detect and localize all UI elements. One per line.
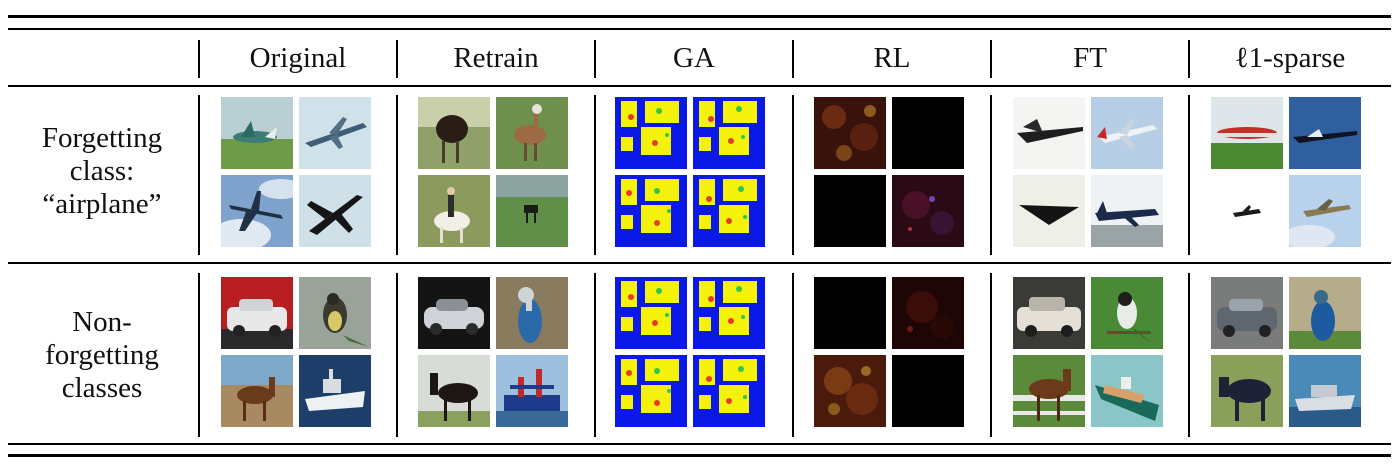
image-airplane-silhouette [299,175,371,247]
image-plane-in-sky [1289,175,1361,247]
top-rule-thin [8,28,1391,30]
image-jet-in-sky [1289,97,1361,169]
grid-ga-non-forgetting [615,277,767,429]
grid-retrain-non-forgetting [418,277,570,429]
image-jet-dark [1013,97,1085,169]
header-rl: RL [873,41,911,74]
row-label-line: class: [69,155,135,187]
image-airplane-in-sky [299,97,371,169]
image-rl-black [892,355,964,427]
image-airliner-on-runway [1091,175,1163,247]
header-ft: FT [1073,41,1107,74]
image-rl-dark-red-noise [892,277,964,349]
row-label-non-forgetting: Non- forgetting classes [8,306,196,405]
header-l1-sparse: ℓ1-sparse [1234,41,1346,74]
image-deer-bird [496,97,568,169]
image-airliner-on-grass [1211,97,1283,169]
image-ga-noise [615,175,687,247]
grid-l1-sparse-non-forgetting [1211,277,1363,429]
image-airplane-in-clouds [221,175,293,247]
image-ship [299,355,371,427]
image-bird [299,277,371,349]
image-ship-blue [496,355,568,427]
grid-original-forgetting [221,97,373,249]
row-label-line: “airplane” [42,188,162,220]
image-stealth-jet [1013,175,1085,247]
image-rl-black [814,277,886,349]
image-small-bird [1091,277,1163,349]
image-bird-blue [496,277,568,349]
image-bird-blue [1289,277,1361,349]
image-silver-car [418,277,490,349]
image-rl-dark-orange-noise [814,355,886,427]
image-rl-dark-purple-noise [892,175,964,247]
row-label-line: Forgetting [41,122,163,154]
row-label-line: Non- [72,306,132,338]
image-grey-car [1211,277,1283,349]
grid-ft-non-forgetting [1013,277,1165,429]
row-label-forgetting: Forgetting class: “airplane” [8,122,196,221]
header-retrain: Retrain [453,41,539,74]
image-ostrich [418,97,490,169]
grid-retrain-forgetting [418,97,570,249]
grid-ft-forgetting [1013,97,1165,249]
image-ga-noise [693,355,765,427]
image-small-plane [1211,175,1283,247]
grid-ga-forgetting [615,97,767,249]
header-rule [8,85,1391,87]
image-ga-noise [615,97,687,169]
image-small-animal-on-grass [496,175,568,247]
image-horse [221,355,293,427]
image-rl-black [814,175,886,247]
image-horse-brown [1013,355,1085,427]
grid-rl-forgetting [814,97,966,249]
image-rl-dark-red-noise [814,97,886,169]
image-ga-noise [693,97,765,169]
image-ga-noise [615,355,687,427]
row-label-line: forgetting [45,339,159,371]
top-rule-thick [8,15,1391,18]
grid-l1-sparse-forgetting [1211,97,1363,249]
grid-original-non-forgetting [221,277,373,429]
header-ga: GA [673,41,715,74]
image-white-car [221,277,293,349]
image-horse-dark [1211,355,1283,427]
image-ga-noise [693,175,765,247]
image-ship-blue [1289,355,1361,427]
grid-rl-non-forgetting [814,277,966,429]
image-horse-dark [418,355,490,427]
header-original: Original [249,41,347,74]
image-vintage-car [1013,277,1085,349]
middle-rule [8,262,1391,264]
bottom-rule-thick [8,454,1391,457]
image-ga-noise [693,277,765,349]
image-ga-noise [615,277,687,349]
image-ship-teal [1091,355,1163,427]
image-airplane-on-grass [221,97,293,169]
row-label-line: classes [61,372,143,404]
image-rl-black [892,97,964,169]
image-airliner [1091,97,1163,169]
image-horse-rider [418,175,490,247]
bottom-rule-thin [8,443,1391,445]
